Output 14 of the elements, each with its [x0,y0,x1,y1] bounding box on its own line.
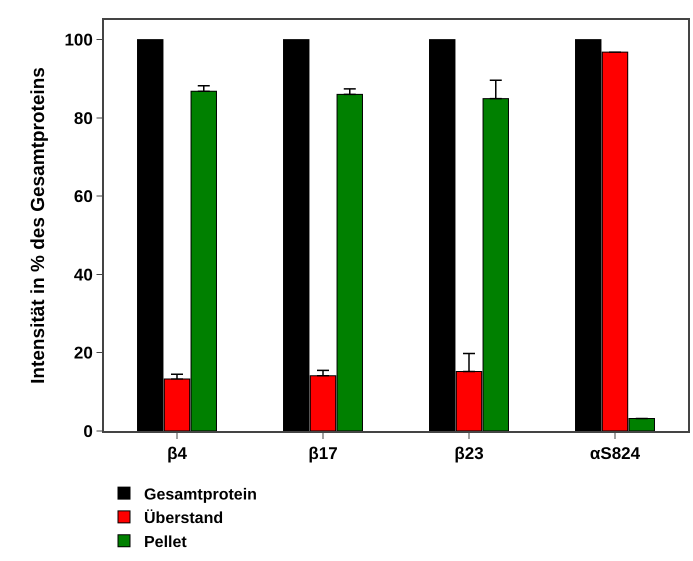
y-tick-label: 0 [83,422,93,441]
legend-label: Gesamtprotein [144,486,257,504]
y-tick-label: 100 [64,30,93,50]
y-tick-label: 60 [74,187,93,206]
x-tick-label: β23 [454,444,484,464]
y-tick-label: 80 [74,108,93,128]
x-tick-label: β17 [308,444,338,464]
y-axis-title: Intensität in % des Gesamtproteins [28,67,49,384]
legend-label: Pellet [144,534,188,551]
x-tick-label: αS824 [590,444,641,464]
y-tick-label: 20 [74,344,93,363]
x-tick-label: β4 [167,444,188,464]
legend-label: Überstand [144,509,224,528]
y-tick-label: 40 [74,265,93,284]
